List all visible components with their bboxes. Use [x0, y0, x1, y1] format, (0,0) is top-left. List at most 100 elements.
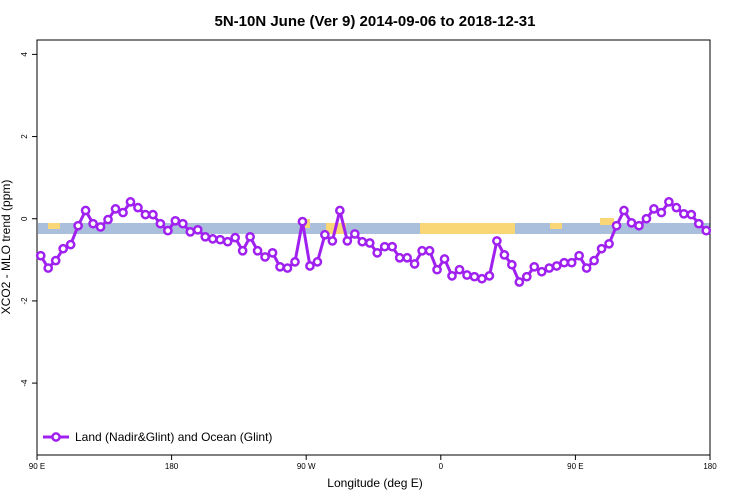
- data-point: [50, 255, 61, 266]
- data-point: [73, 220, 83, 231]
- data-point: [148, 209, 158, 220]
- data-point: [245, 231, 255, 242]
- data-point: [447, 271, 457, 281]
- data-point: [619, 205, 629, 216]
- data-point: [611, 220, 622, 231]
- data-point: [559, 257, 570, 268]
- data-point: [170, 215, 181, 226]
- data-point: [252, 245, 263, 256]
- data-point: [364, 238, 375, 248]
- data-point: [664, 197, 674, 207]
- x-tick-label: 0: [439, 462, 444, 471]
- data-point: [544, 263, 555, 273]
- data-point: [155, 218, 166, 229]
- data-point: [656, 207, 667, 218]
- data-point: [95, 222, 106, 232]
- y-tick-label: 4: [20, 52, 29, 57]
- data-point: [574, 250, 584, 261]
- data-point: [342, 236, 353, 246]
- x-tick-label: 90 E: [567, 462, 583, 471]
- data-point: [110, 204, 121, 214]
- plot-frame: [36, 39, 711, 456]
- ocean-band: [38, 223, 710, 234]
- data-point: [499, 250, 510, 260]
- data-point: [297, 216, 308, 227]
- data-point: [163, 225, 173, 236]
- data-point: [140, 209, 151, 220]
- data-point: [536, 266, 547, 277]
- data-point: [357, 236, 368, 247]
- data-point: [200, 231, 211, 242]
- data-point: [701, 225, 712, 236]
- data-point: [267, 247, 278, 258]
- data-point: [133, 202, 143, 213]
- data-point: [641, 213, 652, 224]
- land-patch: [48, 223, 60, 229]
- data-point: [260, 252, 270, 262]
- data-point: [80, 205, 91, 216]
- data-point: [58, 243, 69, 254]
- data-point: [604, 238, 614, 249]
- x-tick-label: 90 W: [297, 462, 316, 471]
- data-point: [275, 261, 285, 272]
- data-point: [678, 208, 689, 219]
- data-point: [290, 257, 300, 267]
- y-tick-label: 2: [20, 134, 29, 139]
- chart-title: 5N-10N June (Ver 9) 2014-09-06 to 2018-1…: [214, 13, 535, 30]
- data-point: [484, 271, 495, 281]
- data-point: [43, 263, 54, 273]
- data-point: [35, 250, 46, 261]
- data-point: [566, 257, 577, 268]
- y-axis-label: XCO2 - MLO trend (ppm): [0, 180, 13, 315]
- data-point: [305, 261, 315, 271]
- y-tick-label: -4: [20, 379, 29, 387]
- legend-label: Land (Nadir&Glint) and Ocean (Glint): [75, 430, 272, 444]
- data-point: [207, 234, 218, 244]
- x-tick-label: 180: [703, 462, 717, 471]
- data-point: [312, 257, 323, 267]
- data-point: [529, 261, 540, 272]
- data-point: [237, 245, 248, 256]
- y-tick-label: -2: [20, 297, 29, 305]
- data-point: [103, 214, 113, 225]
- data-point: [177, 218, 188, 229]
- data-point: [469, 271, 480, 282]
- data-point: [327, 236, 338, 246]
- data-point: [634, 220, 644, 231]
- data-point: [551, 261, 562, 271]
- data-point: [514, 277, 525, 287]
- data-point: [394, 252, 405, 263]
- data-point: [581, 263, 592, 273]
- data-point: [402, 252, 412, 263]
- data-point: [349, 229, 360, 239]
- x-tick-label: 180: [165, 462, 179, 471]
- x-axis-label: Longitude (deg E): [327, 476, 422, 490]
- data-point: [230, 232, 241, 243]
- data-point: [282, 263, 293, 273]
- data-point: [185, 227, 196, 237]
- data-point: [454, 264, 465, 275]
- data-point: [596, 243, 607, 254]
- data-point: [477, 273, 487, 284]
- data-point: [320, 229, 330, 240]
- data-point: [215, 234, 226, 245]
- data-point: [372, 247, 383, 258]
- data-point: [432, 264, 442, 275]
- data-point: [118, 207, 128, 218]
- land-patch: [600, 218, 614, 225]
- data-point: [649, 204, 659, 214]
- data-point: [409, 259, 420, 269]
- data-point: [417, 245, 427, 256]
- data-point: [671, 202, 682, 213]
- data-point: [693, 218, 704, 229]
- legend-marker: [51, 432, 61, 442]
- data-point: [506, 259, 517, 270]
- land-patch: [550, 223, 562, 229]
- data-point: [335, 205, 345, 216]
- data-point: [379, 241, 390, 252]
- data-point: [686, 209, 697, 220]
- data-point: [222, 236, 233, 247]
- data-point: [125, 197, 136, 207]
- data-point: [65, 239, 76, 250]
- data-point: [589, 255, 599, 266]
